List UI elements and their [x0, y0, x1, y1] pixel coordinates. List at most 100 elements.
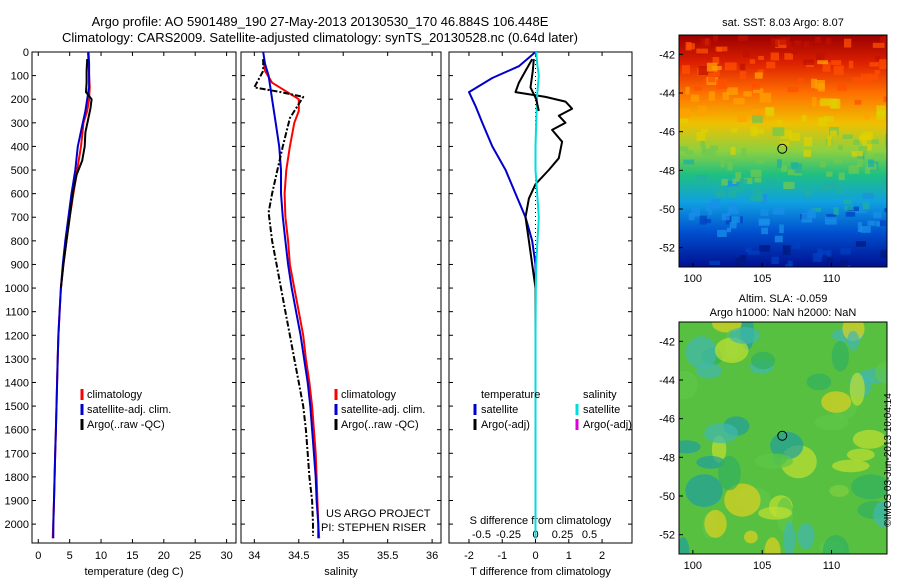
depth-tick-label: 1200: [5, 330, 29, 342]
project-annotation: US ARGO PROJECT: [326, 508, 431, 520]
depth-tick-label: 1700: [5, 448, 29, 460]
lon-tick-label: 110: [823, 560, 841, 572]
lat-tick-label: -48: [659, 452, 675, 464]
legend-entry: satellite-adj. clim.: [87, 404, 171, 416]
x-axis-label: T difference from climatology: [470, 566, 611, 578]
lon-tick-label: 105: [753, 560, 771, 572]
depth-tick-label: 700: [11, 212, 29, 224]
lat-tick-label: -42: [659, 336, 675, 348]
series-line: [534, 51, 540, 539]
depth-tick-label: 0: [23, 47, 29, 59]
series-line: [253, 59, 314, 536]
figure-title-line1: Argo profile: AO 5901489_190 27-May-2013…: [91, 14, 549, 29]
lat-tick-label: -52: [659, 530, 675, 542]
legend-entry: satellite: [481, 404, 518, 416]
x-tick-label: 0: [35, 550, 41, 562]
x-tick-label: 34.5: [288, 550, 309, 562]
x-tick-label: 36: [426, 550, 438, 562]
legend-title-temperature: temperature: [481, 389, 540, 401]
x-axis-label: temperature (deg C): [84, 566, 183, 578]
x-tick-label: 0: [532, 550, 538, 562]
depth-tick-label: 1400: [5, 377, 29, 389]
depth-tick-label: 1100: [5, 307, 29, 319]
lat-tick-label: -50: [659, 204, 675, 216]
legend-entry: climatology: [341, 389, 397, 401]
x-tick-label: -1: [497, 550, 507, 562]
depth-tick-label: 1800: [5, 472, 29, 484]
s-difference-tick-label: -0.5: [472, 529, 491, 541]
depth-tick-label: 600: [11, 189, 29, 201]
x-tick-label: 35.5: [377, 550, 398, 562]
sla-map-title-line2: Argo h1000: NaN h2000: NaN: [710, 307, 857, 319]
x-tick-label: -2: [464, 550, 474, 562]
depth-tick-label: 100: [11, 71, 29, 83]
x-tick-label: 30: [220, 550, 232, 562]
depth-tick-label: 200: [11, 94, 29, 106]
lon-tick-label: 100: [684, 273, 702, 285]
lat-tick-label: -52: [659, 243, 675, 255]
depth-tick-label: 1500: [5, 401, 29, 413]
x-tick-label: 34: [248, 550, 260, 562]
lat-tick-label: -50: [659, 491, 675, 503]
depth-tick-label: 1000: [5, 283, 29, 295]
sst-argo-position-marker: [777, 143, 788, 154]
sst-map-frame: [678, 34, 888, 268]
s-difference-tick-label: 0.25: [552, 529, 573, 541]
x-tick-label: 15: [126, 550, 138, 562]
x-tick-label: 20: [158, 550, 170, 562]
lat-tick-label: -42: [659, 49, 675, 61]
depth-tick-label: 900: [11, 259, 29, 271]
sla-map: Altim. SLA: -0.059 Argo h1000: NaN h2000…: [659, 293, 888, 572]
lat-tick-label: -46: [659, 127, 675, 139]
s-difference-label: S difference from climatology: [470, 515, 612, 527]
series-line: [262, 58, 321, 539]
plot-frame: [448, 51, 633, 544]
lat-tick-label: -48: [659, 165, 675, 177]
sla-map-title-line1: Altim. SLA: -0.059: [739, 293, 828, 305]
legend-entry: Argo(-adj): [481, 419, 530, 431]
lat-tick-label: -46: [659, 414, 675, 426]
sst-map-title: sat. SST: 8.03 Argo: 8.07: [722, 17, 844, 29]
temperature-panel: 0100200300400500600700800900100011001200…: [5, 47, 237, 578]
legend-title-salinity: salinity: [583, 389, 617, 401]
x-tick-label: 5: [67, 550, 73, 562]
lon-tick-label: 110: [823, 273, 841, 285]
legend-entry: satellite: [583, 404, 620, 416]
legend-entry: climatology: [87, 389, 143, 401]
legend-entry: satellite-adj. clim.: [341, 404, 425, 416]
x-tick-label: 35: [337, 550, 349, 562]
series-line: [262, 51, 320, 539]
x-tick-label: 1: [566, 550, 572, 562]
depth-tick-label: 400: [11, 141, 29, 153]
depth-tick-label: 300: [11, 118, 29, 130]
sla-map-frame: [678, 321, 888, 555]
depth-tick-label: 500: [11, 165, 29, 177]
x-tick-label: 25: [189, 550, 201, 562]
lon-tick-label: 105: [753, 273, 771, 285]
series-line: [59, 59, 93, 289]
depth-tick-label: 2000: [5, 519, 29, 531]
series-line: [529, 59, 540, 112]
figure-title-line2: Climatology: CARS2009. Satellite-adjuste…: [62, 30, 578, 45]
depth-tick-label: 1600: [5, 425, 29, 437]
depth-tick-label: 1300: [5, 354, 29, 366]
legend-entry: Argo(..raw -QC): [341, 419, 419, 431]
plot-frame: [240, 51, 442, 544]
lat-tick-label: -44: [659, 375, 675, 387]
s-difference-tick-label: 0.5: [582, 529, 597, 541]
sla-argo-position-marker: [777, 430, 788, 441]
imos-timestamp-label: ©IMOS 03-Jun-2013 10:04:14: [883, 393, 894, 527]
pi-annotation: PI: STEPHEN RISER: [321, 522, 426, 534]
sst-map: sat. SST: 8.03 Argo: 8.07 -42 -44 -46 -48 -5…: [659, 17, 888, 285]
difference-panel: -2 -1 0 1 2 T difference from climatology S di…: [448, 51, 633, 578]
legend-entry: Argo(-adj): [583, 419, 632, 431]
x-tick-label: 2: [599, 550, 605, 562]
legend-entry: Argo(..raw -QC): [87, 419, 165, 431]
lon-tick-label: 100: [684, 560, 702, 572]
plot-frame: [31, 51, 237, 544]
depth-tick-label: 800: [11, 236, 29, 248]
x-tick-label: 10: [95, 550, 107, 562]
s-difference-tick-label: -0.25: [496, 529, 521, 541]
